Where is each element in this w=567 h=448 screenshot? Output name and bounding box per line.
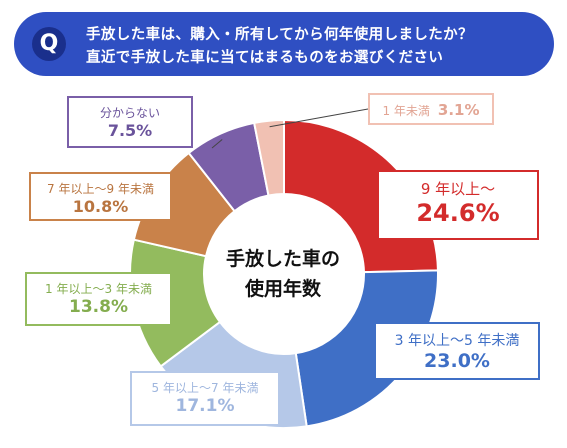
callout-value-2: 17.1% (175, 396, 235, 416)
callout-label-1: 3 年以上～5 年未満 (394, 333, 520, 349)
callout-6: 1 年未満 3.1% (368, 93, 494, 125)
callout-label-0: 9 年以上～ (420, 180, 496, 198)
callout-label-5: 分からない (99, 106, 160, 120)
callout-value-0: 24.6% (416, 199, 500, 227)
donut-center-label: 手放した車の 使用年数 (208, 244, 358, 304)
callout-value-5: 7.5% (107, 121, 153, 140)
callout-value-4: 10.8% (72, 197, 129, 216)
center-label-line-2: 使用年数 (244, 278, 321, 300)
question-banner: Q 手放した車は、購入・所有してから何年使用しましたか？ 直近で手放した車に当て… (14, 12, 554, 76)
callout-value-1: 23.0% (424, 350, 490, 372)
leader-line-6 (269, 108, 369, 128)
question-line-1: 手放した車は、購入・所有してから何年使用しましたか？ (86, 27, 473, 43)
callout-value-6: 3.1% (437, 101, 480, 119)
callout-label-3: 1 年以上～3 年未満 (45, 282, 152, 296)
callout-value-3: 13.8% (69, 297, 128, 317)
question-badge: Q (32, 27, 66, 61)
callout-label-4: 7 年以上～9 年未満 (47, 182, 154, 196)
leader-line-5 (211, 139, 223, 149)
callout-4: 7 年以上～9 年未満 10.8% (29, 172, 172, 221)
callout-5: 分からない 7.5% (67, 96, 193, 148)
callout-2: 5 年以上～7 年未満 17.1% (130, 371, 280, 426)
callout-label-2: 5 年以上～7 年未満 (151, 381, 259, 395)
callout-label-6: 1 年未満 (382, 104, 430, 118)
callout-3: 1 年以上～3 年未満 13.8% (25, 272, 172, 326)
center-label-line-1: 手放した車の (225, 248, 340, 270)
question-line-2: 直近で手放した車に当てはまるものをお選びください (86, 50, 444, 66)
callout-1: 3 年以上～5 年未満 23.0% (374, 322, 540, 380)
donut-slice-6 (252, 118, 285, 197)
callout-0: 9 年以上～ 24.6% (377, 170, 539, 240)
